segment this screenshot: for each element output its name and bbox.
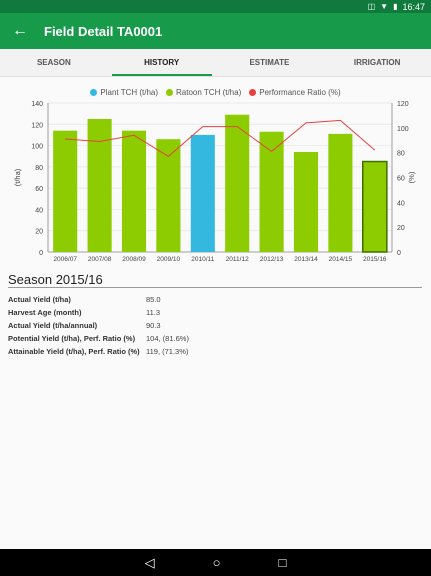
x-tick-label: 2008/09 bbox=[122, 256, 146, 263]
x-tick-label: 2014/15 bbox=[329, 256, 353, 263]
detail-label: Harvest Age (month) bbox=[8, 308, 82, 317]
y2-tick-label: 120 bbox=[397, 101, 409, 108]
nav-home-icon[interactable]: ○ bbox=[212, 555, 221, 570]
detail-row: Actual Yield (t/ha) 85.0 bbox=[8, 293, 422, 306]
nav-recents-icon[interactable]: □ bbox=[278, 555, 287, 570]
legend-plant: Plant TCH (t/ha) bbox=[90, 88, 158, 97]
tab-season[interactable]: SEASON bbox=[36, 58, 71, 67]
x-tick-label: 2015/16 bbox=[363, 256, 387, 263]
y-tick-label: 80 bbox=[35, 165, 43, 172]
detail-value: 119, (71.3%) bbox=[146, 347, 189, 356]
tab-estimate[interactable]: ESTIMATE bbox=[249, 58, 290, 67]
performance-ratio-line bbox=[65, 119, 376, 158]
y2-tick-label: 0 bbox=[397, 250, 401, 257]
y2-tick-label: 60 bbox=[397, 176, 405, 183]
x-tick-label: 2007/08 bbox=[88, 256, 112, 263]
legend-ratoon: Ratoon TCH (t/ha) bbox=[166, 88, 241, 97]
y-tick-label: 40 bbox=[35, 207, 43, 214]
back-arrow-icon[interactable]: ← bbox=[12, 22, 28, 39]
y-tick-label: 140 bbox=[31, 101, 43, 108]
y-tick-label: 120 bbox=[31, 122, 43, 129]
detail-row: Actual Yield (t/ha/annual) 90.3 bbox=[8, 319, 422, 332]
tab-irrigation[interactable]: IRRIGATION bbox=[353, 58, 401, 67]
wifi-icon: ▼ bbox=[380, 1, 389, 11]
y-tick-label: 100 bbox=[31, 144, 43, 151]
y-tick-label: 0 bbox=[39, 250, 43, 257]
y2-tick-label: 80 bbox=[397, 151, 405, 158]
legend-ratio: Performance Ratio (%) bbox=[249, 88, 341, 97]
status-time: 16:47 bbox=[402, 1, 425, 12]
detail-value: 85.0 bbox=[146, 295, 161, 304]
x-tick-label: 2010/11 bbox=[191, 256, 214, 263]
detail-row: Potential Yield (t/ha), Perf. Ratio (%) … bbox=[8, 332, 422, 345]
x-tick-label: 2013/14 bbox=[294, 256, 318, 263]
detail-value: 90.3 bbox=[146, 321, 161, 330]
plant-dot-icon bbox=[90, 89, 98, 96]
chart-svg: 0 20 40 60 80 100 120 140 0 20 40 60 80 100 120 (t/ha) (… bbox=[13, 101, 416, 263]
ratoon-bar bbox=[225, 114, 250, 252]
y2-tick-label: 100 bbox=[397, 126, 409, 133]
x-tick-label: 2011/12 bbox=[226, 256, 249, 263]
y2-axis-label: (%) bbox=[407, 171, 416, 183]
chart-legend: Plant TCH (t/ha) Ratoon TCH (t/ha) Perfo… bbox=[0, 88, 431, 97]
detail-label: Potential Yield (t/ha), Perf. Ratio (%) bbox=[8, 334, 136, 343]
season-details: Actual Yield (t/ha) 85.0 Harvest Age (mo… bbox=[8, 293, 422, 358]
detail-label: Attainable Yield (t/ha), Perf. Ratio (%) bbox=[8, 347, 140, 356]
detail-label: Actual Yield (t/ha) bbox=[8, 295, 71, 304]
ratoon-bar bbox=[328, 133, 353, 252]
detail-value: 11.3 bbox=[146, 308, 161, 317]
detail-value: 104, (81.6%) bbox=[146, 334, 189, 343]
divider bbox=[8, 287, 422, 288]
tab-history[interactable]: HISTORY bbox=[108, 49, 216, 76]
y-tick-label: 20 bbox=[35, 229, 43, 236]
detail-label: Actual Yield (t/ha/annual) bbox=[8, 321, 98, 330]
y-axis-label: (t/ha) bbox=[13, 168, 22, 186]
y2-tick-label: 40 bbox=[397, 200, 405, 207]
ratoon-bar bbox=[87, 118, 112, 252]
ratoon-bar bbox=[293, 151, 319, 252]
app-bar: ← Field Detail TA0001 bbox=[0, 13, 431, 49]
season-title: Season 2015/16 bbox=[8, 272, 103, 287]
ratoon-bar bbox=[121, 130, 147, 252]
ratoon-dot-icon bbox=[166, 89, 174, 96]
ratoon-bar bbox=[156, 139, 181, 252]
nav-back-icon[interactable]: ◁ bbox=[144, 554, 155, 570]
detail-row: Attainable Yield (t/ha), Perf. Ratio (%)… bbox=[8, 345, 422, 358]
ratoon-bar bbox=[53, 130, 78, 252]
y-tick-label: 60 bbox=[35, 186, 43, 193]
nav-bar: ◁ ○ □ bbox=[0, 549, 431, 576]
y2-tick-label: 20 bbox=[397, 225, 405, 232]
vibrate-icon: ◫ bbox=[367, 1, 376, 11]
ratoon-bar bbox=[259, 131, 284, 252]
x-tick-label: 2009/10 bbox=[157, 256, 181, 263]
page-title: Field Detail TA0001 bbox=[44, 23, 163, 39]
ratoon-bar bbox=[362, 160, 388, 253]
history-chart: 0 20 40 60 80 100 120 140 0 20 40 60 80 100 120 (t/ha) (… bbox=[0, 80, 431, 268]
status-bar: ◫ ▼ ▮ 16:47 bbox=[0, 0, 431, 13]
ratio-dot-icon bbox=[249, 89, 257, 96]
tab-bar: SEASON HISTORY ESTIMATE IRRIGATION bbox=[0, 49, 431, 77]
x-tick-label: 2006/07 bbox=[53, 256, 77, 263]
detail-row: Harvest Age (month) 11.3 bbox=[8, 306, 422, 319]
plant-bar bbox=[190, 134, 215, 252]
x-tick-label: 2012/13 bbox=[260, 256, 284, 263]
battery-icon: ▮ bbox=[393, 1, 398, 11]
